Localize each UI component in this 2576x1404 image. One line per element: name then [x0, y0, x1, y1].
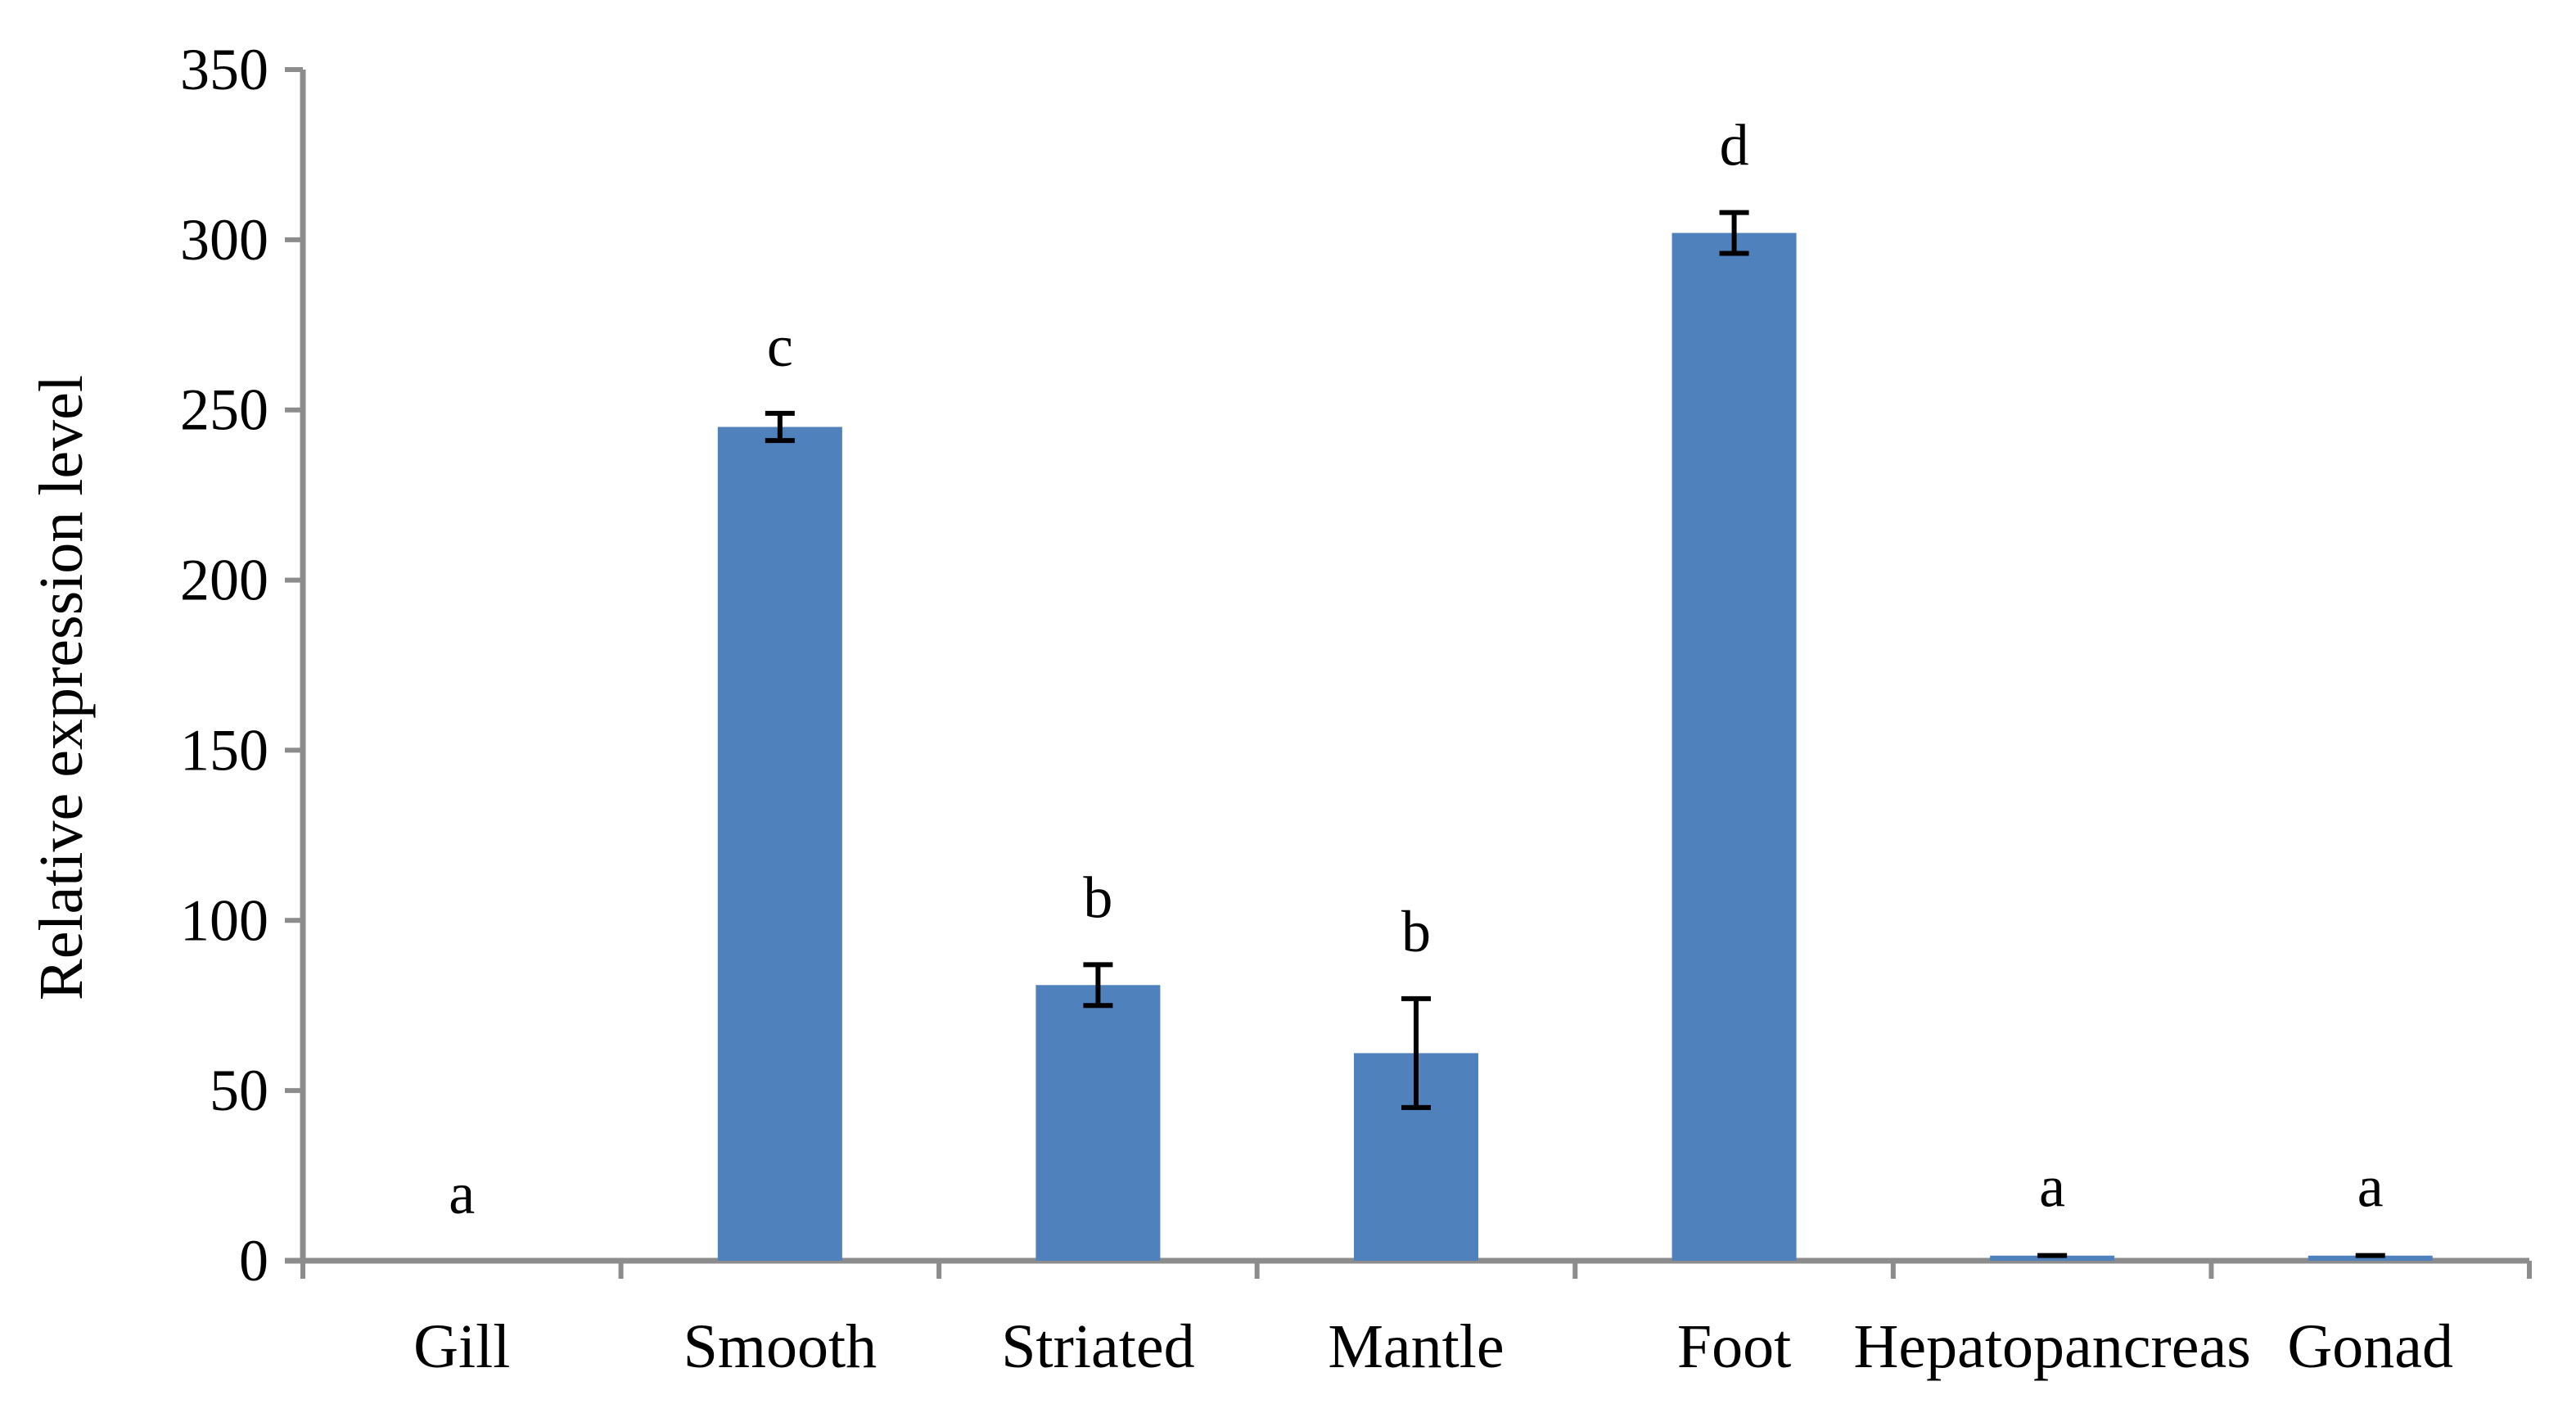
y-tick-label: 200	[180, 548, 268, 613]
x-category-label: Mantle	[1328, 1312, 1504, 1381]
significance-label: a	[2039, 1154, 2065, 1220]
y-tick-label: 350	[180, 37, 268, 102]
x-category-label: Striated	[1001, 1312, 1194, 1381]
y-tick-label: 0	[239, 1228, 268, 1293]
significance-label: d	[1720, 113, 1749, 178]
y-tick-label: 300	[180, 207, 268, 273]
significance-label: a	[449, 1161, 475, 1226]
y-tick-label: 250	[180, 377, 268, 443]
y-axis-title: Relative expression level	[27, 375, 96, 1000]
y-tick-label: 150	[180, 717, 268, 783]
bar-smooth	[717, 427, 842, 1261]
bar-hepatopancreas	[1990, 1255, 2115, 1261]
significance-label: c	[767, 314, 793, 379]
x-category-label: Gonad	[2287, 1312, 2453, 1381]
x-category-label: Foot	[1677, 1312, 1791, 1381]
x-category-label: Smooth	[683, 1312, 877, 1381]
bar-gonad	[2308, 1255, 2433, 1261]
y-tick-label: 100	[180, 887, 268, 953]
significance-label: a	[2357, 1154, 2384, 1220]
significance-label: b	[1083, 865, 1112, 930]
significance-label: b	[1401, 899, 1431, 964]
x-category-label: Gill	[413, 1312, 510, 1381]
y-tick-label: 50	[210, 1058, 268, 1123]
bar-foot	[1671, 232, 1797, 1261]
bar-striated	[1035, 985, 1161, 1261]
x-category-label: Hepatopancreas	[1854, 1312, 2251, 1381]
